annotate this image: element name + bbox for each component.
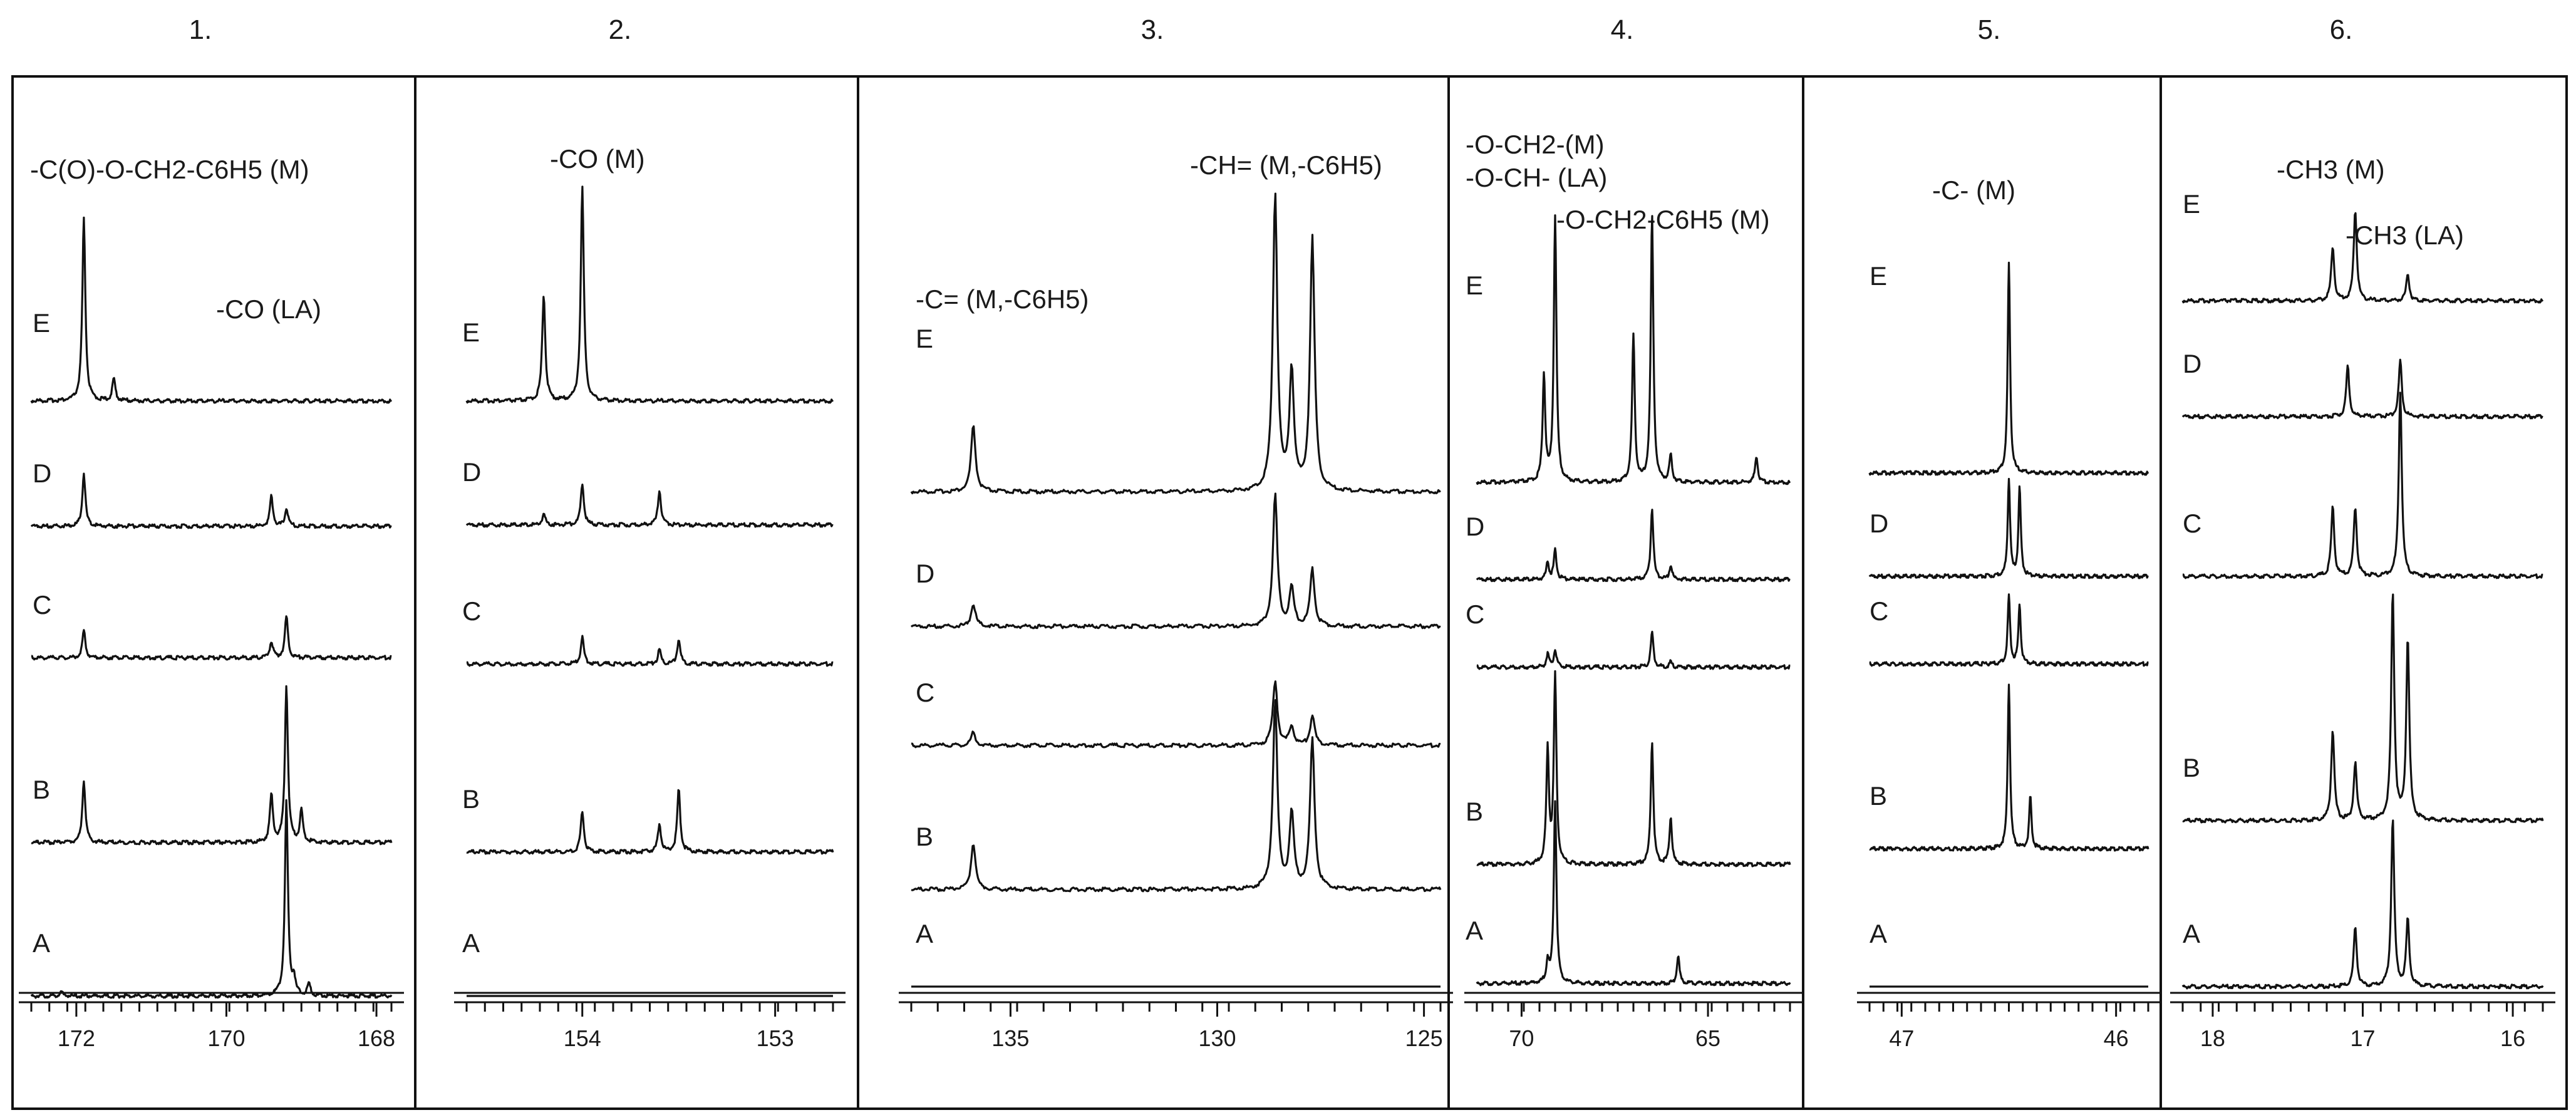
trace-label-6-b: B — [2183, 753, 2200, 782]
trace-label-3-b: B — [916, 822, 933, 851]
tick-label-3: 125 — [1405, 1025, 1443, 1051]
spectrum-trace-6-e — [2181, 212, 2544, 304]
annotation-3b: -C= (M,-C6H5) — [916, 284, 1089, 314]
spectrum-trace-3-e — [910, 192, 1441, 495]
trace-label-6-a: A — [2183, 919, 2200, 948]
trace-label-1-a: A — [33, 928, 50, 958]
trace-label-2-a: A — [462, 928, 480, 958]
spectrum-trace-5-c — [1869, 593, 2149, 667]
trace-label-6-e: E — [2183, 189, 2200, 219]
trace-label-4-b: B — [1466, 797, 1483, 826]
trace-label-5-d: D — [1870, 509, 1888, 538]
spectrum-trace-4-c — [1476, 630, 1791, 670]
spectrum-trace-4-b — [1476, 670, 1791, 868]
spectrum-trace-1-b — [31, 685, 393, 846]
panel-number-5: 5. — [1978, 14, 2001, 45]
spectrum-trace-1-e — [30, 216, 393, 404]
spectrum-trace-6-a — [2181, 819, 2544, 990]
annotation-5a: -C- (M) — [1932, 175, 2015, 205]
annotation-2a: -CO (M) — [550, 144, 645, 174]
spectra-group: E D C B A 172 170 168 E D C B A 154 153 E D C B A 135 130 125 E… — [19, 185, 2555, 1051]
trace-label-5-b: B — [1870, 781, 1887, 811]
spectrum-trace-4-d — [1476, 509, 1791, 583]
spectrum-trace-1-d — [30, 472, 392, 529]
annotation-4a: -O-CH2-(M) — [1466, 130, 1605, 159]
spectrum-trace-6-d — [2181, 358, 2543, 420]
trace-label-4-d: D — [1466, 512, 1484, 541]
panel-frame-1 — [11, 75, 416, 1110]
spectrum-trace-3-d — [910, 492, 1441, 630]
spectrum-trace-6-c — [2182, 392, 2543, 579]
spectrum-trace-2-b — [466, 789, 834, 855]
spectrum-trace-3-b — [911, 699, 1442, 893]
annotation-3a: -CH= (M,-C6H5) — [1190, 150, 1382, 180]
spectrum-trace-2-e — [465, 185, 834, 404]
trace-label-3-d: D — [916, 559, 934, 588]
trace-label-2-e: E — [462, 318, 480, 347]
annotation-6a: -CH3 (M) — [2277, 155, 2385, 184]
trace-label-3-a: A — [916, 919, 933, 948]
panel-frame-5 — [1802, 75, 2162, 1110]
tick-label-6: 17 — [2350, 1025, 2375, 1051]
spectrum-trace-6-b — [2182, 593, 2544, 824]
tick-label-1: 172 — [58, 1025, 95, 1051]
panel-number-3: 3. — [1141, 14, 1164, 45]
trace-label-4-c: C — [1466, 599, 1484, 629]
trace-label-4-e: E — [1466, 271, 1483, 300]
panel-frame-2 — [414, 75, 859, 1110]
annotation-1b: -CO (LA) — [216, 294, 321, 324]
annotation-1a: -C(O)-O-CH2-C6H5 (M) — [30, 155, 309, 184]
trace-label-6-c: C — [2183, 509, 2201, 538]
trace-label-5-e: E — [1870, 261, 1887, 291]
annotation-4b: -O-CH- (LA) — [1466, 163, 1607, 192]
trace-label-1-e: E — [33, 308, 50, 338]
panel-number-6: 6. — [2330, 14, 2353, 45]
tick-label-3: 130 — [1198, 1025, 1236, 1051]
trace-label-1-b: B — [33, 775, 50, 804]
trace-label-5-a: A — [1870, 919, 1887, 948]
spectrum-trace-1-c — [31, 615, 392, 661]
panel-number-1: 1. — [189, 14, 212, 45]
tick-label-1: 170 — [207, 1025, 245, 1051]
tick-label-4: 70 — [1509, 1025, 1534, 1051]
tick-label-6: 16 — [2500, 1025, 2525, 1051]
panel-frame-3 — [857, 75, 1450, 1110]
tick-label-1: 168 — [358, 1025, 395, 1051]
trace-label-5-c: C — [1870, 596, 1888, 626]
tick-label-5: 46 — [2104, 1025, 2129, 1051]
spectrum-trace-4-a — [1476, 800, 1791, 987]
annotation-6b: -CH3 (LA) — [2346, 220, 2464, 250]
annotation-4c: -O-CH2-C6H5 (M) — [1556, 205, 1770, 234]
trace-label-2-d: D — [462, 457, 481, 487]
spectrum-trace-3-c — [911, 680, 1441, 749]
panel-frame-6 — [2160, 75, 2568, 1110]
trace-label-2-b: B — [462, 784, 480, 814]
panel-number-2: 2. — [609, 14, 632, 45]
tick-label-3: 135 — [991, 1025, 1029, 1051]
spectrum-trace-5-b — [1869, 683, 2149, 852]
trace-label-2-c: C — [462, 596, 481, 626]
spectrum-trace-2-c — [466, 635, 834, 667]
spectrum-trace-4-e — [1476, 214, 1791, 485]
panel-number-4: 4. — [1611, 14, 1634, 45]
tick-label-4: 65 — [1695, 1025, 1720, 1051]
trace-label-1-d: D — [33, 459, 51, 488]
trace-label-1-c: C — [33, 590, 51, 620]
tick-label-2: 154 — [564, 1025, 601, 1051]
spectrum-trace-1-a — [30, 799, 393, 999]
trace-label-3-e: E — [916, 324, 933, 353]
tick-label-6: 18 — [2200, 1025, 2225, 1051]
trace-label-3-c: C — [916, 678, 934, 707]
tick-label-5: 47 — [1889, 1025, 1914, 1051]
trace-label-4-a: A — [1466, 916, 1483, 945]
spectrum-trace-5-d — [1868, 477, 2149, 579]
spectrum-trace-2-d — [465, 484, 834, 528]
tick-label-2: 153 — [757, 1025, 794, 1051]
trace-label-6-d: D — [2183, 349, 2201, 378]
spectrum-trace-5-e — [1868, 261, 2149, 476]
